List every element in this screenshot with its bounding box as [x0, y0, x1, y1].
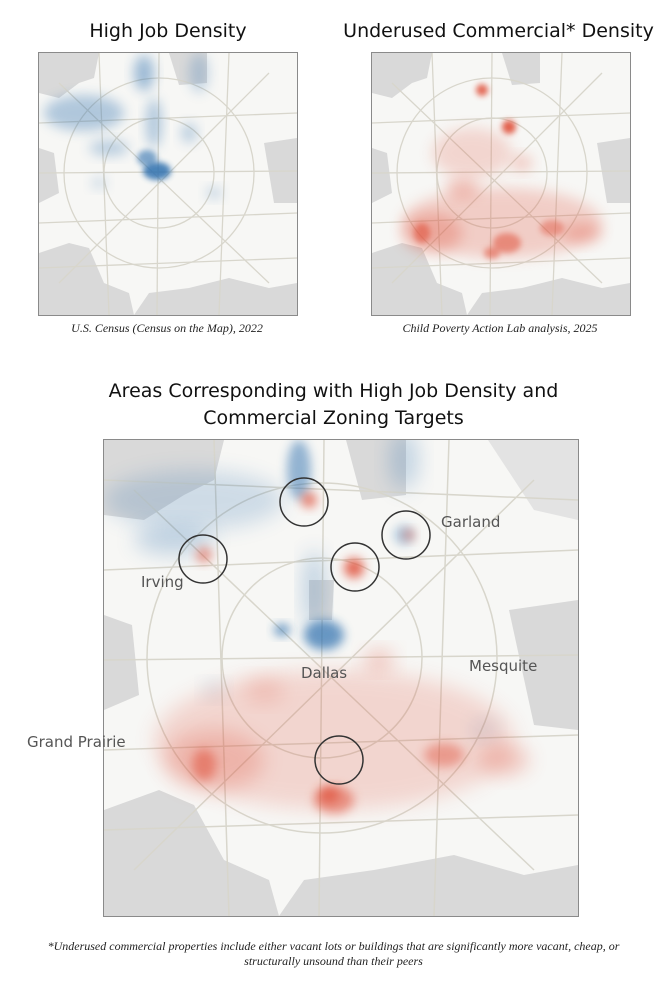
- target-circle-central-north: [330, 542, 380, 592]
- label-grand-prairie: Grand Prairie: [27, 733, 126, 751]
- outside-area-sw: [39, 243, 134, 315]
- combined-map-title-line1: Areas Corresponding with High Job Densit…: [108, 380, 559, 402]
- job-density-map: [38, 52, 298, 316]
- outside-area-sw: [104, 790, 279, 916]
- label-mesquite: Mesquite: [469, 657, 537, 675]
- job-density-source: U.S. Census (Census on the Map), 2022: [71, 321, 263, 335]
- commercial-density-title: Underused Commercial* Density: [343, 20, 654, 42]
- label-garland: Garland: [441, 513, 500, 531]
- job-density-title: High Job Density: [89, 20, 247, 42]
- target-circle-garland: [381, 510, 431, 560]
- outside-area-north: [39, 53, 99, 98]
- combined-map-title-line2: Commercial Zoning Targets: [203, 407, 464, 429]
- label-dallas: Dallas: [301, 664, 347, 682]
- target-circle-irving: [178, 534, 228, 584]
- combined-map: Irving Garland Dallas Mesquite: [103, 439, 579, 917]
- outside-area-east: [509, 600, 578, 730]
- commercial-density-map: [371, 52, 631, 316]
- outside-area-west: [39, 148, 59, 203]
- outside-area-west: [104, 615, 139, 710]
- footnote: *Underused commercial properties include…: [47, 939, 620, 968]
- label-irving: Irving: [141, 573, 184, 591]
- outside-area-south: [134, 278, 297, 315]
- commercial-density-source: Child Poverty Action Lab analysis, 2025: [402, 321, 598, 335]
- target-circle-north: [279, 477, 329, 527]
- outside-area-south: [279, 855, 578, 916]
- target-circle-south: [314, 735, 364, 785]
